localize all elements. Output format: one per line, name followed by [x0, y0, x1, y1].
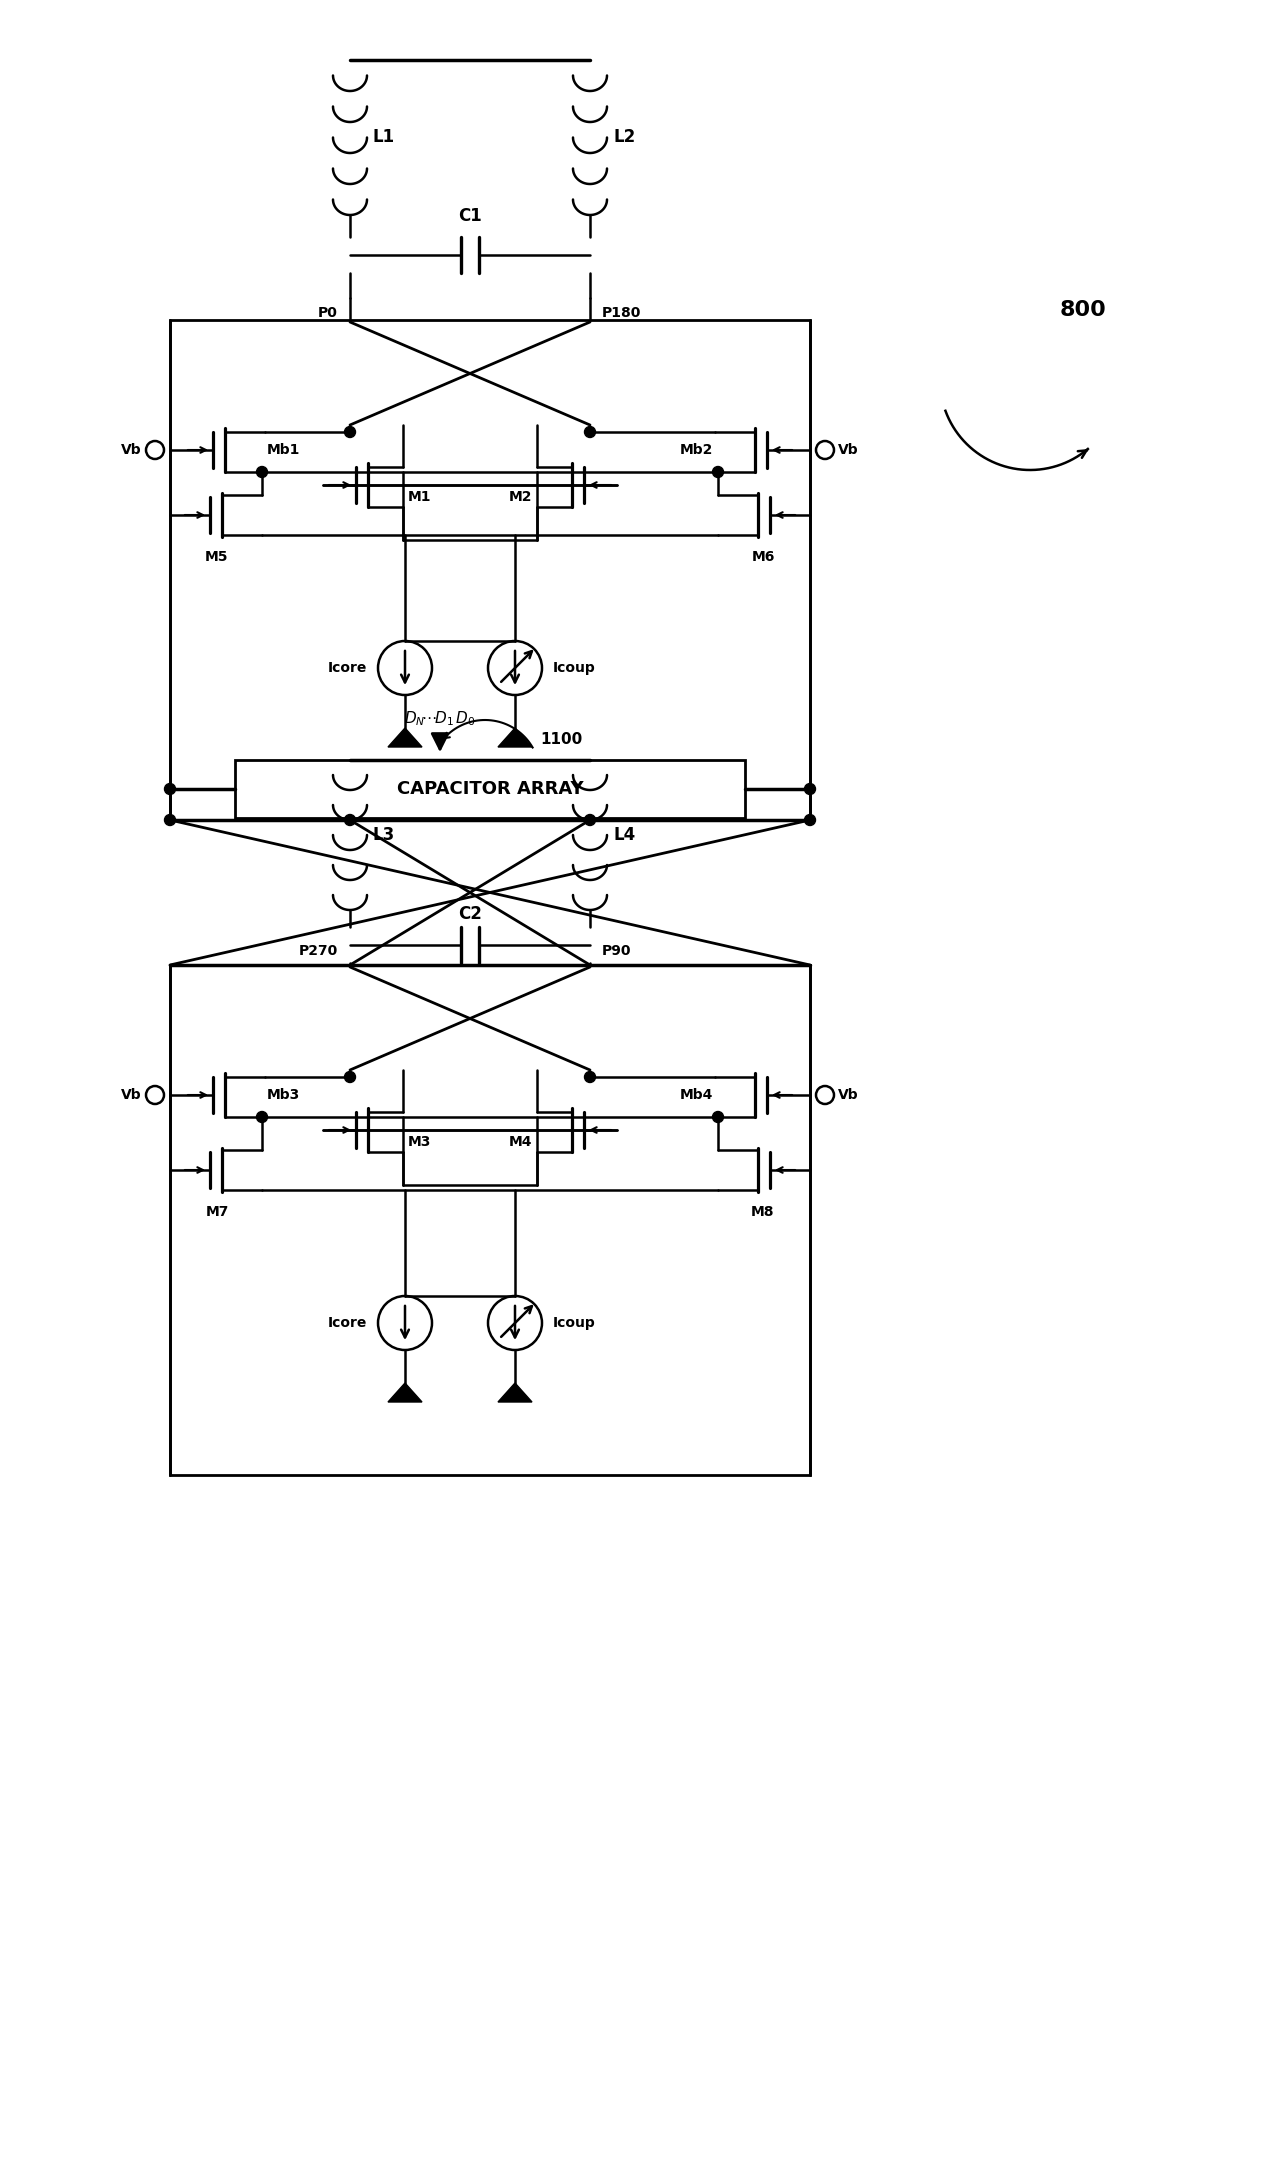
- Circle shape: [584, 814, 596, 825]
- Circle shape: [345, 426, 356, 438]
- Text: L2: L2: [614, 127, 635, 147]
- Text: P0: P0: [318, 307, 338, 320]
- Polygon shape: [498, 728, 532, 747]
- Circle shape: [256, 1112, 268, 1123]
- Text: L3: L3: [373, 825, 396, 845]
- Text: Vb: Vb: [122, 1089, 142, 1102]
- Text: P90: P90: [602, 944, 632, 959]
- Text: M7: M7: [205, 1205, 229, 1218]
- Text: Mb2: Mb2: [680, 443, 714, 458]
- Text: $D_N\!\cdots\!D_1\,D_0$: $D_N\!\cdots\!D_1\,D_0$: [404, 708, 477, 728]
- Text: M8: M8: [751, 1205, 775, 1218]
- Text: Icore: Icore: [328, 1315, 366, 1331]
- Text: C1: C1: [459, 207, 482, 225]
- Circle shape: [712, 1112, 724, 1123]
- Text: L4: L4: [614, 825, 635, 845]
- Circle shape: [804, 814, 816, 825]
- Text: Icore: Icore: [328, 661, 366, 674]
- Circle shape: [164, 784, 175, 795]
- Text: Mb3: Mb3: [266, 1089, 300, 1102]
- Text: M6: M6: [752, 551, 775, 564]
- Text: Icoup: Icoup: [553, 1315, 596, 1331]
- Text: M4: M4: [509, 1134, 532, 1149]
- Text: P180: P180: [602, 307, 642, 320]
- Text: 1100: 1100: [541, 732, 583, 747]
- Text: Mb4: Mb4: [680, 1089, 714, 1102]
- Circle shape: [804, 784, 816, 795]
- Circle shape: [345, 1071, 356, 1082]
- Polygon shape: [388, 728, 421, 747]
- Text: M5: M5: [205, 551, 229, 564]
- Circle shape: [164, 814, 175, 825]
- Text: Vb: Vb: [838, 443, 858, 458]
- Text: M1: M1: [409, 490, 432, 503]
- Text: 800: 800: [1059, 300, 1107, 320]
- Text: P270: P270: [298, 944, 338, 959]
- Circle shape: [584, 1071, 596, 1082]
- Circle shape: [584, 426, 596, 438]
- Text: Mb1: Mb1: [266, 443, 300, 458]
- Polygon shape: [498, 1382, 532, 1402]
- Text: C2: C2: [459, 905, 482, 922]
- Text: M3: M3: [409, 1134, 432, 1149]
- Text: CAPACITOR ARRAY: CAPACITOR ARRAY: [397, 780, 583, 797]
- Circle shape: [256, 467, 268, 477]
- Text: M2: M2: [509, 490, 532, 503]
- Text: L1: L1: [373, 127, 395, 147]
- Text: Icoup: Icoup: [553, 661, 596, 674]
- Circle shape: [712, 467, 724, 477]
- Circle shape: [345, 814, 356, 825]
- Text: Vb: Vb: [122, 443, 142, 458]
- Text: Vb: Vb: [838, 1089, 858, 1102]
- Polygon shape: [388, 1382, 421, 1402]
